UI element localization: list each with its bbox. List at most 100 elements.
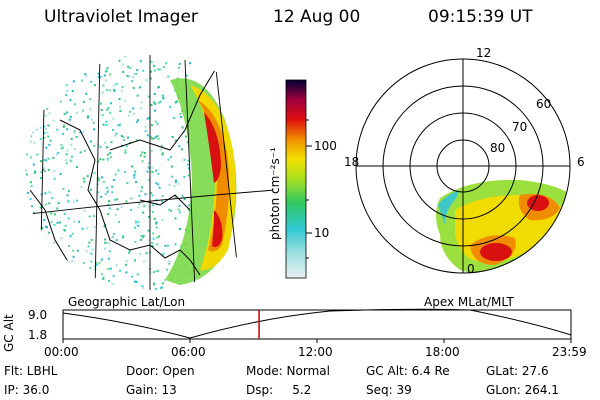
speckle-dot — [153, 283, 156, 286]
speckle-dot — [47, 157, 50, 160]
speckle-dot — [54, 55, 57, 58]
speckle-dot — [45, 146, 48, 149]
speckle-dot — [50, 212, 53, 215]
speckle-dot — [65, 159, 68, 162]
speckle-dot — [89, 108, 92, 111]
speckle-dot — [112, 129, 115, 131]
speckle-dot — [109, 289, 111, 290]
speckle-dot — [36, 107, 39, 110]
speckle-dot — [187, 174, 190, 177]
speckle-dot — [31, 63, 34, 66]
speckle-dot — [109, 287, 111, 290]
speckle-dot — [166, 268, 169, 271]
speckle-dot — [143, 155, 146, 158]
speckle-dot — [151, 61, 153, 63]
speckle-dot — [105, 120, 108, 123]
speckle-dot — [89, 98, 92, 101]
speckle-dot — [47, 168, 50, 171]
speckle-dot — [52, 55, 55, 58]
speckle-dot — [35, 270, 38, 273]
speckle-dot — [95, 264, 98, 266]
speckle-dot — [141, 236, 144, 239]
speckle-dot — [56, 70, 58, 73]
speckle-dot — [159, 100, 162, 103]
speckle-dot — [119, 123, 121, 126]
speckle-dot — [69, 55, 72, 58]
speckle-dot — [33, 275, 36, 278]
speckle-dot — [65, 67, 68, 69]
speckle-dot — [134, 226, 137, 229]
speckle-dot — [44, 159, 47, 162]
speckle-dot — [47, 93, 50, 96]
speckle-dot — [82, 177, 85, 180]
speckle-dot — [25, 173, 28, 176]
speckle-dot — [115, 132, 118, 135]
speckle-dot — [120, 134, 123, 137]
speckle-dot — [105, 124, 108, 126]
speckle-dot — [71, 90, 74, 92]
speckle-dot — [73, 103, 76, 106]
speckle-dot — [112, 117, 115, 120]
aurora-band-orange — [198, 100, 230, 252]
speckle-dot — [103, 74, 106, 77]
speckle-dot — [53, 169, 56, 172]
speckle-dot — [86, 116, 89, 119]
speckle-dot — [179, 228, 181, 230]
speckle-dot — [97, 76, 100, 78]
speckle-dot — [90, 118, 93, 121]
speckle-dot — [28, 134, 31, 137]
speckle-dot — [128, 110, 131, 113]
speckle-dot — [161, 152, 164, 155]
speckle-dot — [147, 165, 150, 168]
speckle-dot — [82, 261, 85, 264]
speckle-dot — [118, 98, 121, 100]
speckle-dot — [155, 182, 158, 185]
speckle-dot — [93, 84, 96, 87]
speckle-dot — [53, 213, 56, 216]
speckle-dot — [152, 204, 155, 207]
speckle-dot — [163, 279, 166, 282]
speckle-dot — [93, 265, 96, 268]
speckle-dot — [42, 84, 45, 87]
speckle-dot — [47, 58, 50, 60]
speckle-dot — [138, 202, 141, 205]
speckle-dot — [173, 185, 176, 188]
speckle-dot — [115, 264, 118, 267]
altitude-xtick-1800: 18:00 — [425, 345, 460, 359]
speckle-dot — [95, 262, 98, 264]
speckle-dot — [113, 198, 116, 201]
info-gc-alt: GC Alt: 6.4 Re — [366, 364, 450, 378]
speckle-dot — [53, 177, 56, 180]
speckle-dot — [81, 79, 84, 82]
speckle-dot — [135, 280, 138, 283]
speckle-dot — [153, 69, 156, 72]
speckle-dot — [75, 70, 78, 73]
speckle-dot — [178, 145, 181, 148]
speckle-dot — [143, 260, 146, 263]
speckle-dot — [66, 149, 69, 152]
speckle-dot — [46, 97, 49, 100]
speckle-dot — [54, 259, 56, 262]
speckle-dot — [99, 75, 102, 78]
speckle-dot — [78, 220, 81, 223]
speckle-dot — [187, 159, 190, 162]
speckle-dot — [112, 233, 115, 235]
speckle-dot — [36, 128, 38, 131]
speckle-dot — [71, 259, 74, 262]
speckle-dot — [26, 191, 29, 194]
info-filter: Flt: LBHL — [4, 364, 58, 378]
speckle-dot — [66, 128, 69, 131]
time-label: 09:15:39 UT — [428, 7, 533, 27]
speckle-dot — [66, 90, 69, 92]
polar-aurora-core-1 — [527, 195, 549, 211]
altitude-ylabel: GC Alt — [2, 314, 16, 352]
speckle-dot — [63, 112, 66, 115]
speckle-dot — [107, 107, 110, 110]
speckle-dot — [148, 205, 151, 208]
speckle-dot — [107, 159, 109, 162]
speckle-dot — [70, 274, 73, 277]
speckle-dot — [89, 140, 92, 143]
speckle-dot — [25, 284, 28, 287]
speckle-dot — [39, 104, 42, 107]
speckle-dot — [42, 69, 45, 72]
